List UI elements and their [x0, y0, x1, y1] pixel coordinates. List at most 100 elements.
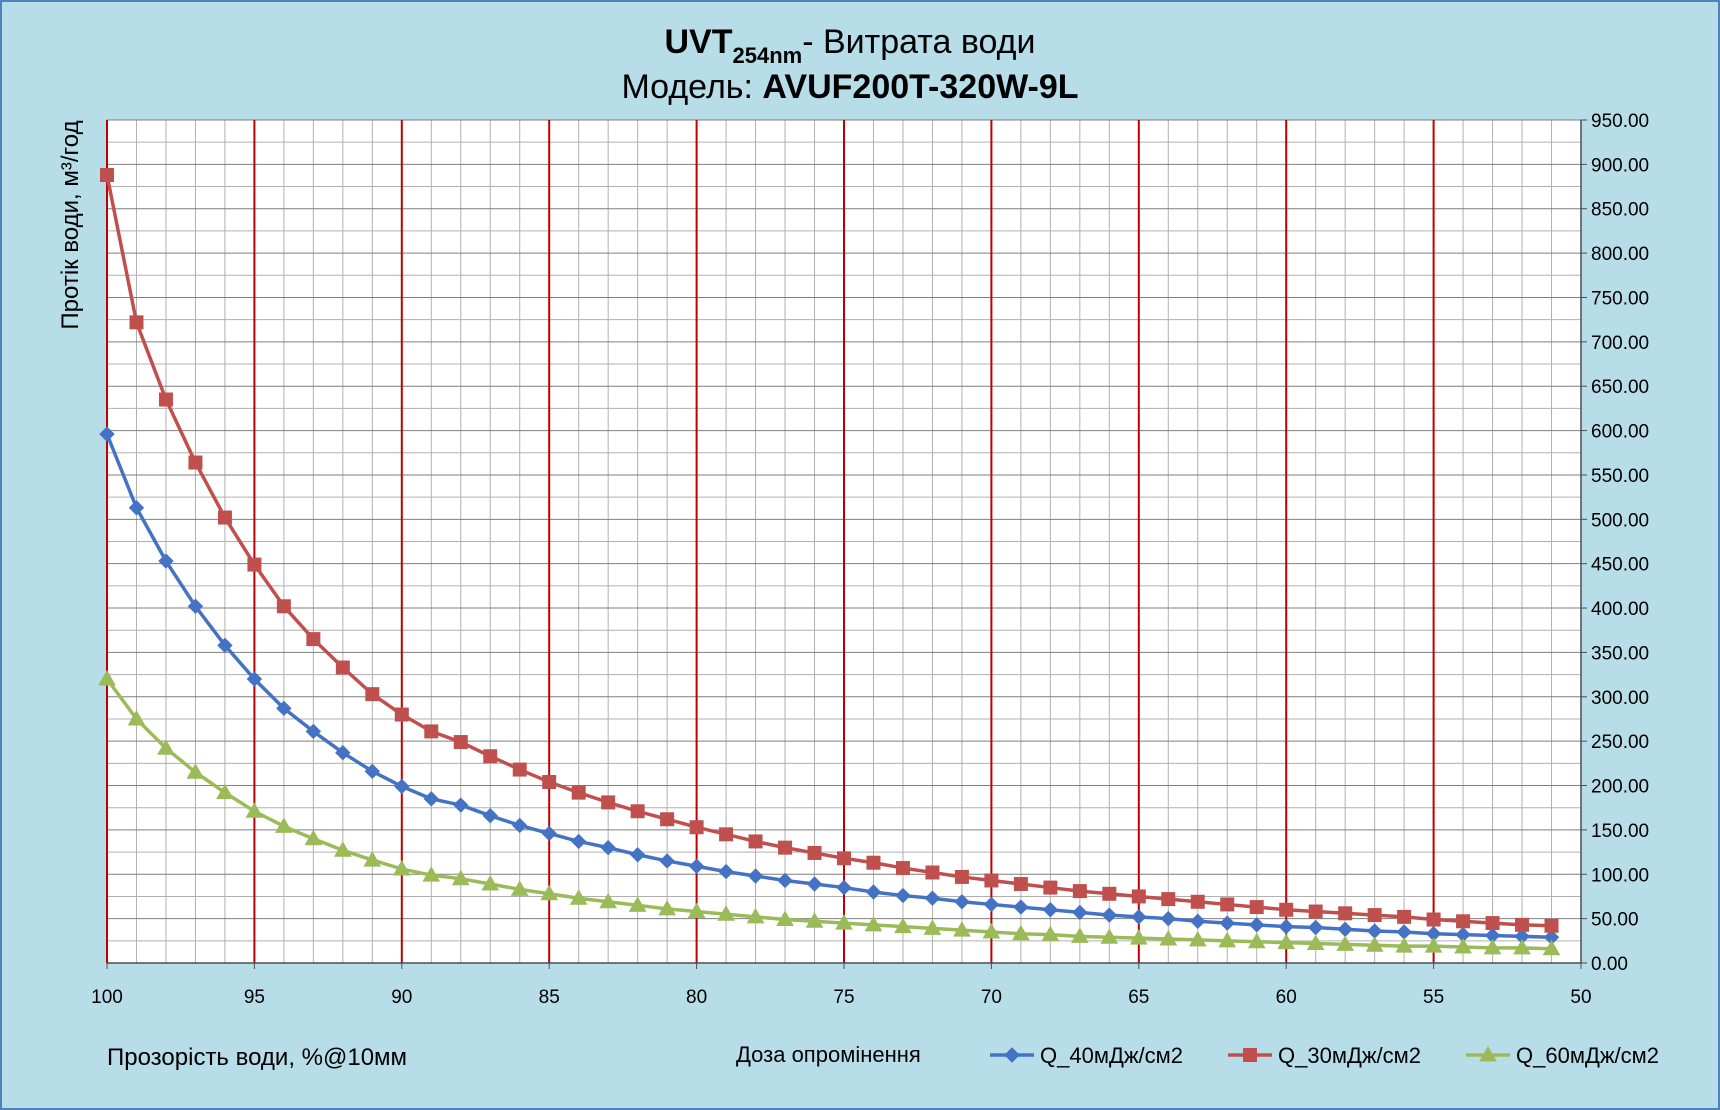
data-point	[747, 868, 764, 884]
data-point	[128, 500, 145, 516]
data-point	[1513, 938, 1531, 955]
data-point	[129, 315, 144, 330]
data-point	[1131, 909, 1147, 925]
data-point	[100, 168, 114, 183]
data-point	[717, 905, 735, 921]
chart-title-line-2: Модель: AVUF200T-320W-9L	[621, 68, 1078, 106]
data-point	[424, 724, 439, 739]
data-point	[1042, 902, 1059, 918]
legend-label: Q_30мДж/см2	[1278, 1043, 1421, 1068]
data-point	[660, 812, 675, 827]
data-point	[542, 774, 557, 789]
data-point	[1308, 904, 1323, 919]
legend-entry-2: Q_30мДж/см2	[1228, 1043, 1421, 1068]
data-point	[306, 632, 321, 647]
data-point	[1160, 910, 1176, 927]
data-point	[1102, 886, 1117, 901]
legend-entry-1: Q_40мДж/см2	[990, 1043, 1183, 1068]
title-uvt: UVT	[664, 23, 732, 61]
data-point	[335, 660, 350, 675]
data-point	[806, 876, 823, 892]
data-point	[1249, 900, 1264, 915]
data-point	[99, 426, 115, 442]
data-point	[1101, 907, 1118, 923]
data-point	[778, 840, 793, 855]
data-point	[688, 858, 705, 874]
data-point	[1395, 937, 1413, 953]
y-tick-label: 0.00	[1591, 954, 1628, 975]
data-point	[216, 783, 234, 800]
x-tick-label: 50	[1570, 987, 1591, 1008]
data-point	[1515, 917, 1530, 932]
data-point	[541, 825, 557, 842]
data-point	[658, 899, 676, 916]
y-tick-label: 150.00	[1591, 821, 1649, 842]
data-point	[1159, 930, 1178, 946]
data-point	[453, 735, 468, 750]
x-tick-label: 90	[391, 987, 412, 1008]
data-point	[365, 687, 380, 702]
data-point	[864, 915, 883, 932]
title-model-prefix: Модель:	[621, 68, 762, 106]
data-point	[276, 599, 291, 614]
data-point	[305, 723, 322, 740]
y-tick-label: 300.00	[1591, 688, 1649, 709]
data-point	[1277, 933, 1296, 950]
data-point	[540, 884, 559, 901]
data-point	[1012, 924, 1030, 941]
data-point	[422, 866, 441, 882]
data-point	[835, 914, 853, 930]
data-point	[687, 902, 706, 919]
data-point	[1100, 928, 1119, 944]
data-point	[510, 880, 529, 896]
data-point	[953, 921, 971, 937]
data-point	[1013, 899, 1029, 915]
data-point	[1070, 927, 1089, 943]
y-tick-label: 650.00	[1591, 377, 1649, 398]
data-point	[1131, 889, 1146, 904]
data-point	[363, 851, 382, 867]
data-point	[569, 889, 588, 905]
data-point	[453, 797, 469, 813]
x-tick-label: 100	[91, 987, 123, 1008]
y-tick-label: 450.00	[1591, 555, 1649, 576]
data-point	[1367, 908, 1382, 923]
data-point	[924, 890, 941, 906]
x-tick-label: 55	[1423, 987, 1444, 1008]
data-point	[364, 763, 381, 780]
y-tick-label: 700.00	[1591, 333, 1649, 354]
data-point	[217, 637, 233, 654]
data-point	[157, 739, 175, 755]
data-point	[1424, 937, 1443, 953]
data-point	[247, 557, 262, 572]
legend-marker	[1479, 1045, 1497, 1062]
series-2	[100, 168, 1559, 933]
data-point	[777, 872, 793, 889]
data-point	[982, 922, 1001, 939]
data-point	[954, 869, 969, 884]
data-point	[983, 896, 1000, 913]
data-point	[483, 749, 498, 764]
data-point	[482, 807, 498, 824]
data-point	[894, 917, 912, 934]
data-point	[1219, 915, 1235, 931]
y-tick-label: 900.00	[1591, 155, 1649, 176]
data-point	[276, 700, 292, 717]
legend-label: Q_40мДж/см2	[1040, 1043, 1183, 1068]
data-point	[1161, 892, 1176, 907]
data-point	[1454, 938, 1472, 954]
data-point	[186, 763, 205, 779]
x-tick-label: 70	[981, 987, 1002, 1008]
data-point	[1190, 913, 1206, 930]
data-point	[481, 875, 500, 891]
x-tick-label: 80	[686, 987, 707, 1008]
y-tick-label: 850.00	[1591, 200, 1649, 221]
data-point	[392, 859, 411, 876]
data-point	[451, 869, 470, 886]
data-point	[1072, 884, 1087, 899]
data-point	[158, 553, 174, 569]
data-point	[628, 896, 647, 912]
series-1	[99, 426, 1560, 945]
data-point	[923, 919, 942, 935]
data-point	[1426, 912, 1441, 927]
